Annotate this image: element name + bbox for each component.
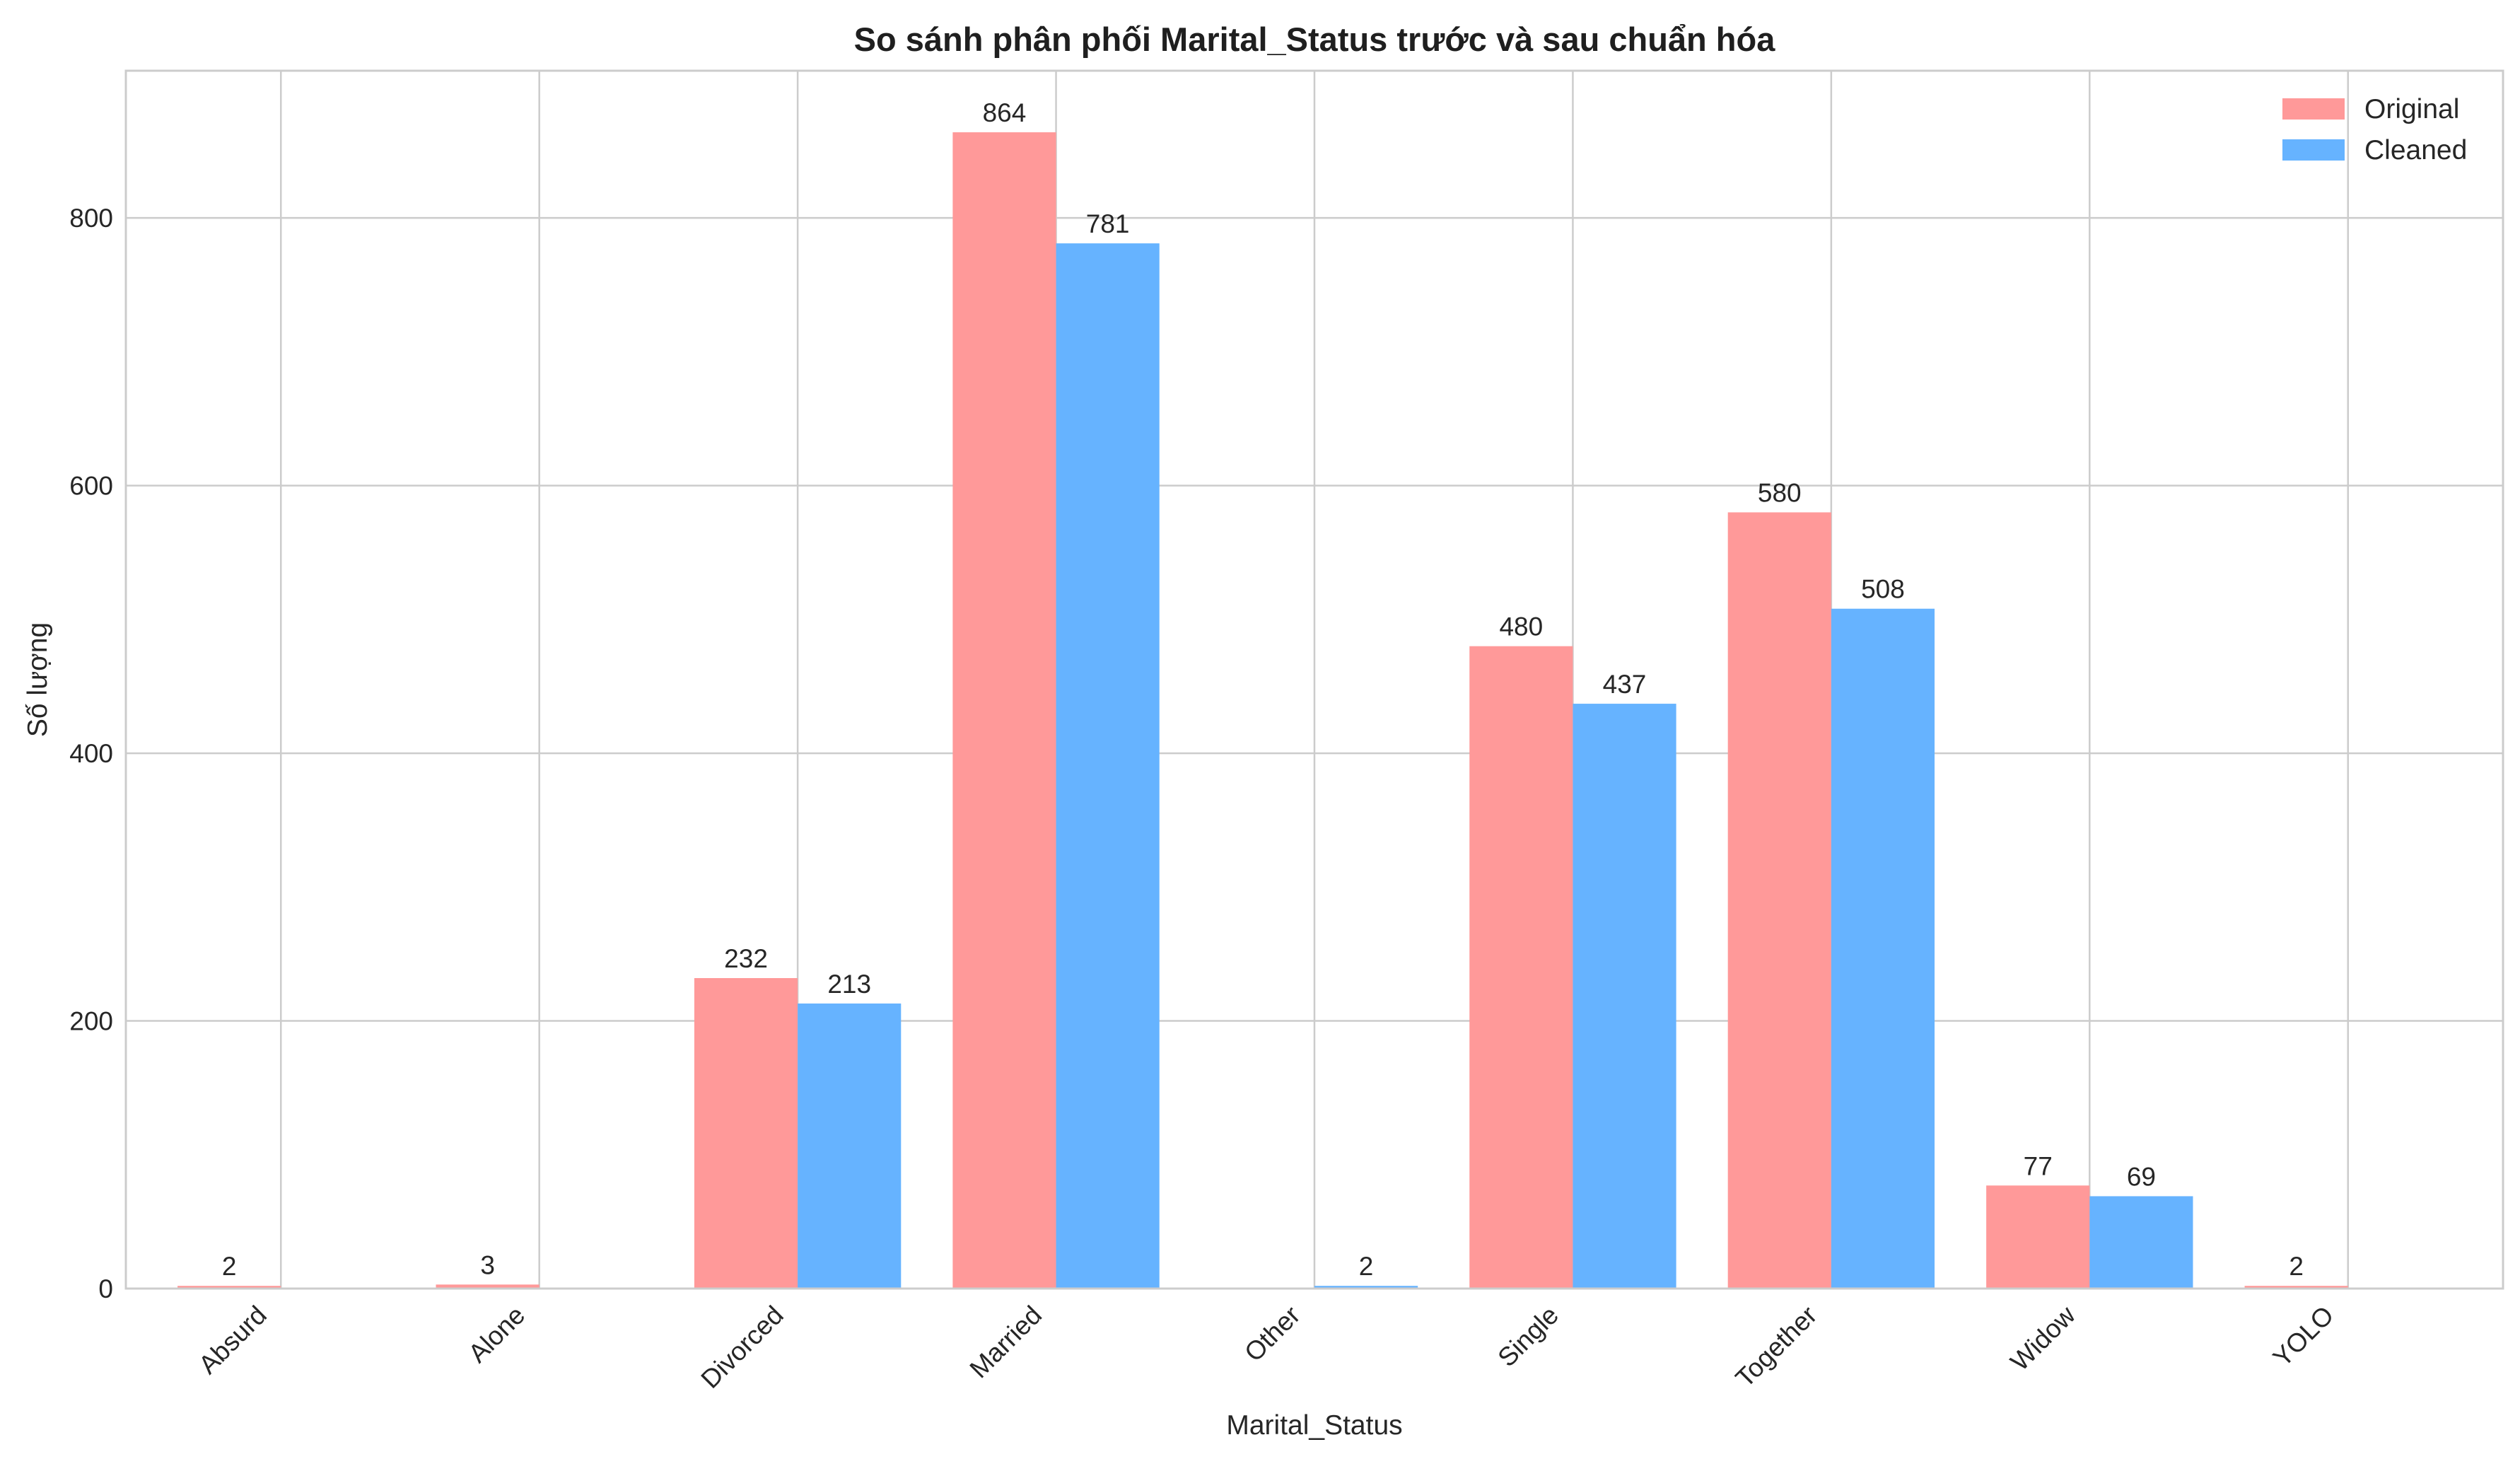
x-tick-label: Alone bbox=[462, 1301, 530, 1368]
bar-original-divorced bbox=[694, 977, 798, 1289]
legend-label-cleaned: Cleaned bbox=[2364, 135, 2467, 165]
bar-cleaned-other bbox=[1314, 1286, 1418, 1289]
bar-cleaned-married bbox=[1056, 243, 1160, 1289]
legend-swatch-cleaned bbox=[2282, 139, 2345, 161]
grid-layer bbox=[126, 71, 2503, 1290]
plot-frame bbox=[124, 69, 2504, 1290]
y-axis-label: Số lượng bbox=[23, 622, 53, 737]
bar-value-label: 213 bbox=[827, 970, 871, 999]
y-tick-label: 800 bbox=[69, 204, 113, 233]
legend: Original Cleaned bbox=[2282, 94, 2467, 165]
bars-layer bbox=[177, 132, 2348, 1289]
x-tick-label: Widow bbox=[2005, 1300, 2081, 1376]
legend-label-original: Original bbox=[2364, 94, 2459, 124]
legend-swatch-original bbox=[2282, 98, 2345, 120]
bar-value-label: 3 bbox=[480, 1250, 495, 1279]
bar-original-yolo bbox=[2244, 1286, 2348, 1289]
bar-original-widow bbox=[1986, 1185, 2090, 1289]
bar-value-label: 2 bbox=[222, 1252, 237, 1281]
bar-original-married bbox=[952, 132, 1056, 1289]
y-tick-label: 400 bbox=[69, 739, 113, 768]
bar-value-label: 232 bbox=[724, 944, 768, 973]
x-tick-label: Absurd bbox=[193, 1301, 272, 1380]
x-tick-label: Other bbox=[1239, 1301, 1305, 1367]
bar-value-label: 508 bbox=[1861, 575, 1905, 604]
bar-value-label: 864 bbox=[983, 98, 1027, 127]
bar-value-label: 437 bbox=[1603, 670, 1647, 699]
y-tick-label: 600 bbox=[69, 472, 113, 501]
bar-original-together bbox=[1727, 512, 1831, 1289]
y-ticks-layer: 0 200 400 600 800 bbox=[69, 204, 113, 1303]
bar-value-label: 69 bbox=[2127, 1162, 2156, 1191]
x-tick-label: Single bbox=[1492, 1301, 1564, 1373]
y-tick-label: 200 bbox=[69, 1007, 113, 1036]
bar-value-label: 781 bbox=[1086, 209, 1130, 238]
bar-cleaned-together bbox=[1831, 608, 1935, 1289]
x-axis-label: Marital_Status bbox=[1226, 1410, 1402, 1441]
bar-original-single bbox=[1469, 646, 1573, 1289]
bar-value-label: 77 bbox=[2024, 1151, 2053, 1180]
bar-cleaned-widow bbox=[2089, 1196, 2193, 1289]
bar-value-label: 2 bbox=[1359, 1252, 1374, 1281]
bar-original-absurd bbox=[177, 1286, 281, 1289]
x-tick-label: Together bbox=[1730, 1301, 1823, 1393]
x-tick-label: Divorced bbox=[696, 1301, 789, 1394]
x-tick-label: Married bbox=[964, 1301, 1048, 1384]
bar-value-label: 2 bbox=[2289, 1252, 2304, 1281]
bar-value-label: 580 bbox=[1758, 478, 1802, 507]
bar-value-label: 480 bbox=[1499, 612, 1543, 641]
bar-cleaned-single bbox=[1573, 704, 1676, 1289]
x-ticks-layer: Absurd Alone Divorced Married Other Single Tog… bbox=[193, 1300, 2339, 1393]
y-tick-label: 0 bbox=[98, 1274, 113, 1303]
bar-cleaned-divorced bbox=[798, 1003, 902, 1289]
chart-title: So sánh phân phối Marital_Status trước v… bbox=[854, 21, 1776, 58]
x-tick-label: YOLO bbox=[2268, 1301, 2340, 1373]
bar-original-alone bbox=[436, 1284, 539, 1289]
